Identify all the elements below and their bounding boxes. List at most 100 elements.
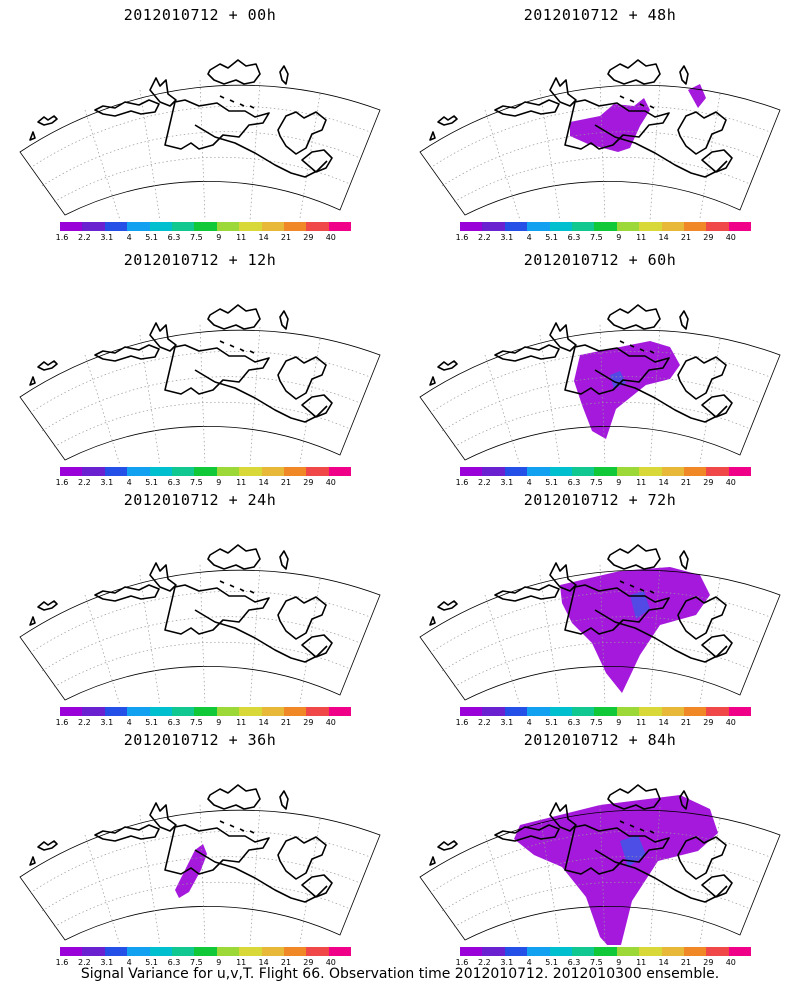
colorbar-label: 7.5: [190, 958, 203, 967]
colorbar-label: 11: [236, 958, 247, 967]
colorbar-swatch: [149, 222, 172, 231]
map-graticule: [419, 79, 781, 220]
colorbar-swatch: [549, 467, 572, 476]
colorbar-label: 4: [526, 958, 532, 967]
colorbar-swatch: [328, 947, 352, 956]
colorbar-swatch: [127, 707, 150, 716]
colorbar-swatch: [60, 222, 83, 231]
colorbar-label: 29: [703, 718, 714, 727]
colorbar-swatch: [104, 222, 128, 231]
colorbar-label: 7.5: [590, 958, 603, 967]
colorbar-swatch: [639, 707, 662, 716]
colorbar-swatch: [82, 947, 105, 956]
colorbar-label: 9: [616, 478, 622, 487]
map-panel: 2012010712 + 00h 1.6 2.2 3.1 4 5.1 6.3 7.5 9 11 14…: [0, 0, 400, 248]
colorbar-swatch: [60, 947, 83, 956]
panel-title: 2012010712 + 84h: [523, 731, 677, 749]
colorbar-swatch: [482, 467, 505, 476]
panel-title: 2012010712 + 48h: [523, 6, 677, 24]
colorbar-swatch: [306, 947, 329, 956]
colorbar-swatch: [728, 467, 752, 476]
colorbar-swatch: [104, 947, 128, 956]
colorbar-label: 14: [658, 958, 669, 967]
colorbar-swatch: [127, 467, 150, 476]
colorbar-label: 9: [616, 958, 622, 967]
colorbar-swatch: [104, 707, 128, 716]
colorbar-label: 21: [680, 718, 692, 727]
colorbar-label: 29: [703, 958, 714, 967]
colorbar-swatch: [728, 707, 752, 716]
colorbar-swatch: [104, 467, 128, 476]
colorbar-swatch: [216, 222, 240, 231]
polar-map: [19, 544, 381, 705]
colorbar-swatch: [306, 707, 329, 716]
colorbar-label: 6.3: [567, 718, 581, 727]
colorbar-label: 1.6: [55, 233, 69, 242]
colorbar-swatch: [549, 707, 572, 716]
colorbar-label: 21: [280, 233, 292, 242]
colorbar-swatch: [594, 947, 617, 956]
colorbar-label: 11: [636, 958, 647, 967]
colorbar-labels: 1.6 2.2 3.1 4 5.1 6.3 7.5 9 11 14 21 29 40: [56, 958, 370, 970]
colorbar-swatch: [261, 467, 284, 476]
variance-field: [560, 567, 710, 693]
colorbar-swatch: [460, 707, 483, 716]
colorbar-labels: 1.6 2.2 3.1 4 5.1 6.3 7.5 9 11 14 21 29 40: [456, 478, 770, 490]
colorbar-label: 3.1: [100, 233, 114, 242]
colorbar-swatch: [306, 467, 329, 476]
variance-field: [514, 795, 718, 945]
colorbar-label: 11: [236, 478, 247, 487]
colorbar-swatch: [171, 707, 195, 716]
colorbar-swatch: [261, 222, 284, 231]
colorbar-swatch: [661, 467, 684, 476]
panel-title: 2012010712 + 60h: [523, 251, 677, 269]
colorbar-swatch: [171, 947, 195, 956]
colorbar-label: 5.1: [545, 718, 558, 727]
colorbar-swatch: [239, 707, 262, 716]
colorbar-label: 9: [216, 478, 222, 487]
coastline: [29, 544, 333, 663]
colorbar-labels: 1.6 2.2 3.1 4 5.1 6.3 7.5 9 11 14 21 29 40: [456, 718, 770, 730]
colorbar-swatch: [283, 222, 307, 231]
colorbar-label: 14: [258, 958, 269, 967]
colorbar-label: 14: [258, 233, 269, 242]
colorbar-label: 5.1: [545, 478, 558, 487]
panel-title: 2012010712 + 24h: [123, 491, 277, 509]
colorbar-swatch: [571, 947, 595, 956]
figure-caption: Signal Variance for u,v,T. Flight 66. Ob…: [80, 966, 720, 982]
colorbar-swatch: [661, 947, 684, 956]
map-panel: 2012010712 + 24h 1.6 2.2 3.1 4 5.1 6.3 7.5 9 11 14…: [0, 485, 400, 733]
colorbar-swatch: [571, 467, 595, 476]
colorbar-label: 1.6: [55, 478, 69, 487]
colorbar-labels: 1.6 2.2 3.1 4 5.1 6.3 7.5 9 11 14 21 29 40: [56, 478, 370, 490]
panel-title: 2012010712 + 36h: [123, 731, 277, 749]
colorbar-label: 2.2: [478, 233, 491, 242]
colorbar-label: 7.5: [590, 233, 603, 242]
colorbar-label: 11: [236, 718, 247, 727]
colorbar-label: 14: [658, 478, 669, 487]
colorbar-label: 7.5: [190, 478, 203, 487]
colorbar-label: 6.3: [167, 958, 181, 967]
colorbar-label: 2.2: [478, 718, 491, 727]
colorbar-label: 9: [216, 958, 222, 967]
colorbar-label: 7.5: [590, 718, 603, 727]
colorbar-label: 11: [636, 233, 647, 242]
colorbar-swatch: [504, 947, 528, 956]
map-panel: 2012010712 + 84h 1.6 2.2 3.1 4 5.1 6.3 7.5 9 11 14…: [400, 725, 800, 973]
colorbar-label: 9: [216, 233, 222, 242]
polar-map: [19, 304, 381, 465]
colorbar-swatch: [82, 467, 105, 476]
colorbar-swatch: [239, 222, 262, 231]
colorbar-swatch: [683, 707, 707, 716]
colorbar-swatch: [171, 467, 195, 476]
colorbar: [460, 947, 752, 956]
colorbar-swatch: [171, 222, 195, 231]
panel-title: 2012010712 + 00h: [123, 6, 277, 24]
colorbar-swatch: [460, 947, 483, 956]
colorbar-swatch: [239, 947, 262, 956]
colorbar-label: 29: [303, 233, 314, 242]
colorbar-swatch: [616, 947, 640, 956]
colorbar-label: 4: [526, 478, 532, 487]
colorbar-swatch: [706, 947, 729, 956]
colorbar-labels: 1.6 2.2 3.1 4 5.1 6.3 7.5 9 11 14 21 29 40: [456, 958, 770, 970]
